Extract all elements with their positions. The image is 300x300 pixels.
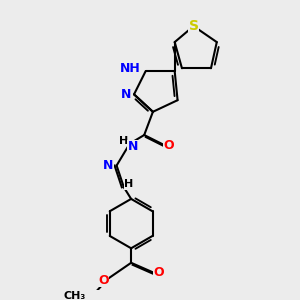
Text: O: O [153, 266, 164, 280]
Text: S: S [189, 19, 199, 33]
Text: N: N [103, 159, 114, 172]
Text: CH₃: CH₃ [64, 291, 86, 300]
Text: H: H [124, 179, 134, 189]
Text: N: N [121, 88, 131, 101]
Text: O: O [164, 139, 174, 152]
Text: O: O [98, 274, 109, 287]
Text: H: H [119, 136, 128, 146]
Text: N: N [128, 140, 138, 153]
Text: NH: NH [120, 62, 140, 75]
